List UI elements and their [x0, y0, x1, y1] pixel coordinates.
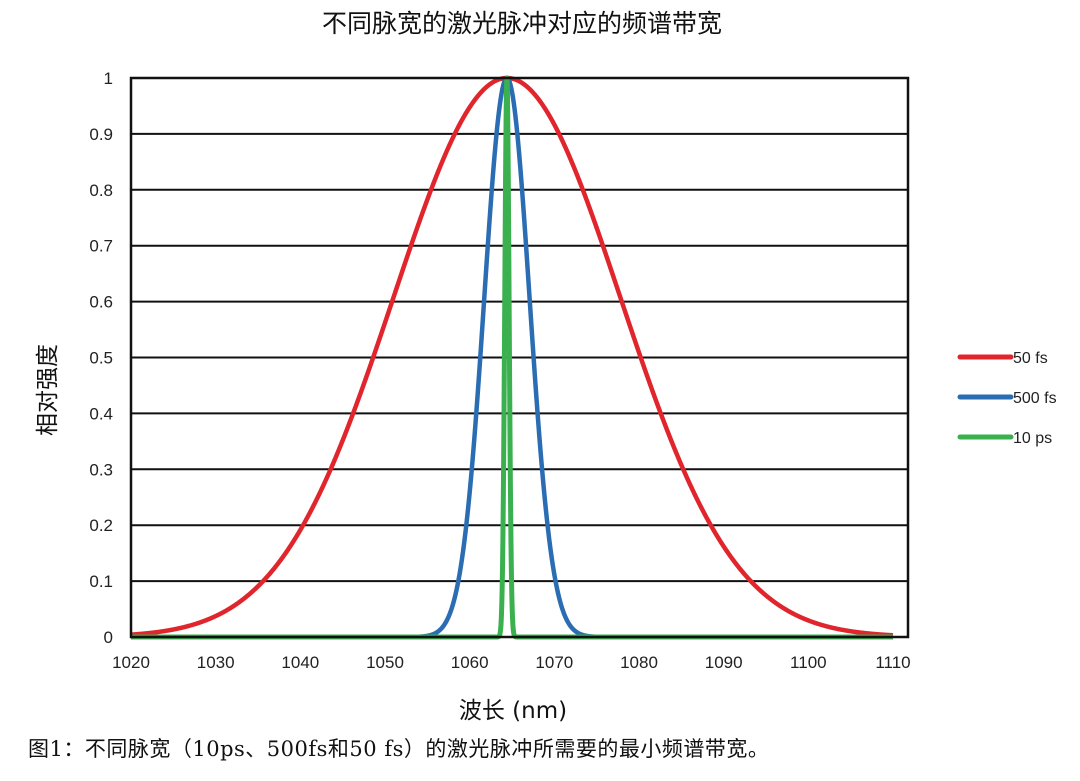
x-tick-label: 1060: [451, 653, 489, 672]
legend-label: 500 fs: [1013, 390, 1057, 407]
y-tick-label: 1: [104, 69, 113, 88]
y-tick-label: 0: [104, 628, 113, 647]
y-tick-label: 0.2: [89, 516, 113, 535]
y-tick-label: 0.7: [89, 237, 113, 256]
x-axis-label: 波长 (nm): [459, 698, 567, 724]
x-tick-label: 1090: [705, 653, 743, 672]
x-tick-label: 1110: [875, 653, 910, 672]
x-tick-label: 1040: [281, 653, 319, 672]
y-tick-label: 0.4: [89, 404, 113, 423]
y-tick-label: 0.6: [89, 293, 113, 312]
y-tick-label: 0.1: [89, 572, 113, 591]
chart-title: 不同脉宽的激光脉冲对应的频谱带宽: [322, 9, 722, 38]
plot-frame: [129, 76, 910, 639]
legend-label: 10 ps: [1013, 430, 1052, 447]
y-tick-label: 0.5: [89, 349, 113, 368]
y-tick-label: 0.8: [89, 181, 113, 200]
x-tick-label: 1030: [197, 653, 235, 672]
legend-label: 50 fs: [1013, 350, 1048, 367]
x-tick-label: 1100: [790, 653, 827, 672]
x-tick-label: 1050: [366, 653, 404, 672]
y-tick-label: 0.9: [89, 125, 113, 144]
spectrum-chart: 不同脉宽的激光脉冲对应的频谱带宽 0 0.1 0.2 0.3 0.4 0.5 0.6 0.7 0…: [35, 9, 1057, 724]
x-tick-label: 1020: [112, 653, 150, 672]
x-tick-label: 1080: [620, 653, 658, 672]
y-tick-label: 0.3: [89, 460, 113, 479]
y-axis-label: 相对强度: [35, 344, 61, 436]
figure-caption: 图1：不同脉宽（10ps、500fs和50 fs）的激光脉冲所需要的最小频谱带宽…: [28, 737, 770, 761]
x-tick-label: 1070: [535, 653, 573, 672]
